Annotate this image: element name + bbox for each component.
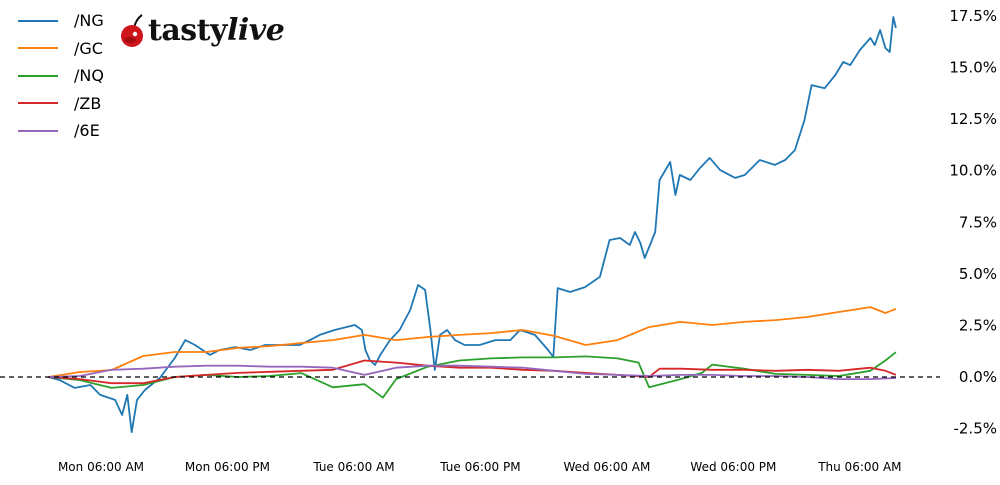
x-tick-label: Wed 06:00 PM (690, 460, 776, 474)
y-tick-label: 10.0% (949, 162, 997, 180)
y-tick-label: 2.5% (959, 316, 997, 334)
x-tick-label: Wed 06:00 AM (563, 460, 650, 474)
legend-label: /ZB (74, 93, 102, 113)
x-tick-label: Tue 06:00 AM (312, 460, 394, 474)
legend-label: /6E (74, 121, 100, 141)
y-tick-label: 0.0% (959, 368, 997, 386)
series-line-6e (48, 364, 896, 380)
x-tick-label: Tue 06:00 PM (439, 460, 520, 474)
legend: /NG/GC/NQ/ZB/6E (18, 7, 104, 145)
y-tick-label: -2.5% (953, 420, 997, 438)
legend-swatch (18, 19, 58, 22)
legend-label: /NG (74, 11, 104, 31)
x-tick-label: Mon 06:00 PM (185, 460, 270, 474)
legend-label: /NQ (74, 66, 104, 86)
y-axis-ticks: -2.5% 0.0% 2.5% 5.0% 7.5% 10.0% 12.5% 15.0% 17.5… (949, 7, 997, 438)
legend-swatch (18, 47, 58, 50)
y-tick-label: 12.5% (949, 110, 997, 128)
y-tick-label: 7.5% (959, 213, 997, 231)
x-axis-ticks: Mon 06:00 AM Mon 06:00 PM Tue 06:00 AM Tue … (58, 460, 902, 474)
legend-label: /GC (74, 38, 103, 58)
series-layer (48, 16, 897, 433)
legend-item: /NQ (18, 62, 104, 90)
legend-item: /6E (18, 117, 104, 145)
cherry-icon (121, 13, 143, 47)
legend-swatch (18, 102, 58, 105)
legend-swatch (18, 129, 58, 132)
y-tick-label: 15.0% (949, 59, 997, 77)
x-tick-label: Thu 06:00 AM (817, 460, 901, 474)
logo-wordmark: tastylive (148, 13, 285, 48)
series-line-zb (48, 359, 897, 385)
series-line-gc (48, 306, 897, 378)
legend-item: /ZB (18, 90, 104, 118)
y-tick-label: 5.0% (959, 265, 997, 283)
y-tick-label: 17.5% (949, 7, 997, 25)
legend-item: /NG (18, 7, 104, 35)
legend-swatch (18, 74, 58, 77)
x-tick-label: Mon 06:00 AM (58, 460, 144, 474)
tastylive-logo: tastylive (118, 13, 285, 48)
series-line-nq (48, 351, 897, 399)
logo-text-italic: live (226, 13, 285, 48)
logo-text-main: tasty (148, 13, 227, 48)
legend-item: /GC (18, 35, 104, 63)
